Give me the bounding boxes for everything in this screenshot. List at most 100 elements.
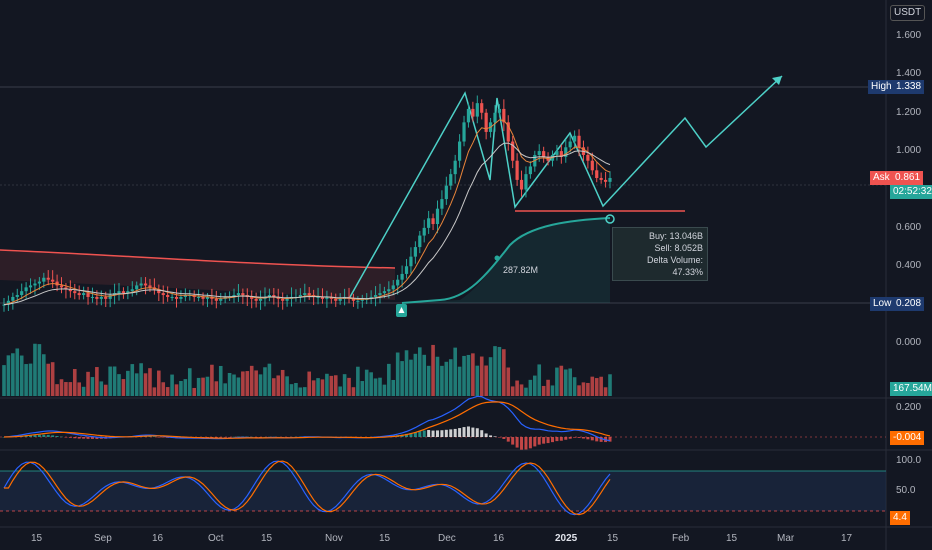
macd-histogram-bar xyxy=(520,437,524,450)
volume-bar xyxy=(373,378,378,396)
candle-body xyxy=(334,298,338,301)
candle-body xyxy=(316,296,320,298)
time-tick-label: 16 xyxy=(493,533,505,544)
macd-histogram-bar xyxy=(458,428,462,437)
volume-bar xyxy=(519,384,524,396)
ask-value: 0.861 xyxy=(892,171,924,185)
candle-body xyxy=(99,296,103,299)
candle-body xyxy=(427,218,431,228)
volume-bar xyxy=(298,387,303,396)
stoch-line xyxy=(3,460,611,516)
macd-histogram-bar xyxy=(250,436,254,438)
macd-histogram-bar xyxy=(29,434,33,437)
volume-bar xyxy=(568,368,572,396)
candle-body xyxy=(542,151,546,157)
volume-bar xyxy=(497,346,502,396)
stoch-value: 4.4 xyxy=(890,511,910,525)
candle-body xyxy=(236,293,241,296)
volume-bar xyxy=(479,356,484,396)
candle-body xyxy=(210,296,214,299)
candle-body xyxy=(86,293,90,297)
macd-histogram-bar xyxy=(590,437,594,441)
volume-group xyxy=(2,343,612,396)
macd-histogram-bar xyxy=(444,429,448,437)
macd-histogram-bar xyxy=(564,437,568,440)
macd-histogram-bar xyxy=(232,436,236,438)
volume-bar xyxy=(187,368,192,396)
volume-bar xyxy=(577,385,581,396)
macd-histogram-bar xyxy=(259,437,263,438)
candle-body xyxy=(174,296,179,299)
volume-bar xyxy=(409,359,413,396)
volume-bar xyxy=(550,385,555,396)
volume-bar xyxy=(37,344,42,396)
volume-bar xyxy=(462,355,466,396)
volume-bar xyxy=(254,370,258,396)
volume-bar xyxy=(139,363,143,396)
time-tick-label: Sep xyxy=(94,533,112,544)
time-tick-label: Nov xyxy=(325,533,343,544)
macd-histogram-bar xyxy=(42,434,46,437)
candle-body xyxy=(475,103,479,117)
volume-bar xyxy=(272,378,276,396)
volume-bar xyxy=(364,369,369,396)
macd-histogram-bar xyxy=(219,437,223,438)
macd-histogram-bar xyxy=(55,436,59,437)
currency-badge[interactable]: USDT xyxy=(890,5,926,21)
candle-body xyxy=(462,122,466,142)
buy-volume: Buy: 13.046B xyxy=(648,231,703,241)
candle-body xyxy=(24,287,28,292)
volume-value: 167.54M xyxy=(890,382,932,396)
candle-body xyxy=(307,293,311,296)
macd-histogram-bar xyxy=(537,437,541,445)
candle-body xyxy=(46,277,50,280)
volume-bar xyxy=(581,382,586,396)
candle-body xyxy=(250,296,254,299)
volume-bar xyxy=(404,350,409,396)
macd-group xyxy=(2,395,612,450)
candle-body xyxy=(471,108,475,117)
volume-bar xyxy=(112,366,117,396)
macd-histogram-bar xyxy=(511,437,515,445)
volume-bar xyxy=(161,382,166,396)
volume-bar xyxy=(28,363,33,396)
volume-bar xyxy=(130,364,135,396)
volume-bar xyxy=(205,376,210,396)
macd-histogram-bar xyxy=(471,427,475,437)
volume-bar xyxy=(126,370,130,396)
candle-body xyxy=(528,166,532,175)
projection-arrow xyxy=(772,76,782,85)
macd-histogram-bar xyxy=(241,436,245,437)
candle-body xyxy=(320,296,325,299)
price-tick-label: 1.600 xyxy=(896,30,922,41)
candle-body xyxy=(373,295,378,297)
candle-body xyxy=(603,179,608,182)
volume-bar xyxy=(103,384,108,396)
high-label: High xyxy=(868,80,895,94)
time-tick-label: 15 xyxy=(31,533,43,544)
volume-bar xyxy=(241,371,245,396)
volume-bar xyxy=(391,379,396,396)
volume-bar xyxy=(227,372,232,396)
volume-bar xyxy=(457,366,462,396)
time-tick-label: 15 xyxy=(379,533,391,544)
macd-histogram-bar xyxy=(228,437,232,438)
volume-bar xyxy=(603,387,608,396)
volume-bar xyxy=(68,382,73,396)
candle-body xyxy=(143,283,148,286)
volume-bar xyxy=(572,377,577,396)
ema-line xyxy=(3,142,611,306)
volume-bar xyxy=(258,374,263,396)
macd-histogram-bar xyxy=(581,437,585,439)
volume-bar xyxy=(46,363,51,396)
volume-bar xyxy=(24,364,28,396)
macd-histogram-bar xyxy=(573,437,577,438)
volume-bar xyxy=(484,365,488,396)
macd-histogram-bar xyxy=(157,437,161,438)
candle-body xyxy=(480,103,484,113)
volume-bar xyxy=(369,372,373,396)
candle-body xyxy=(595,170,599,178)
volume-bar xyxy=(77,382,81,396)
